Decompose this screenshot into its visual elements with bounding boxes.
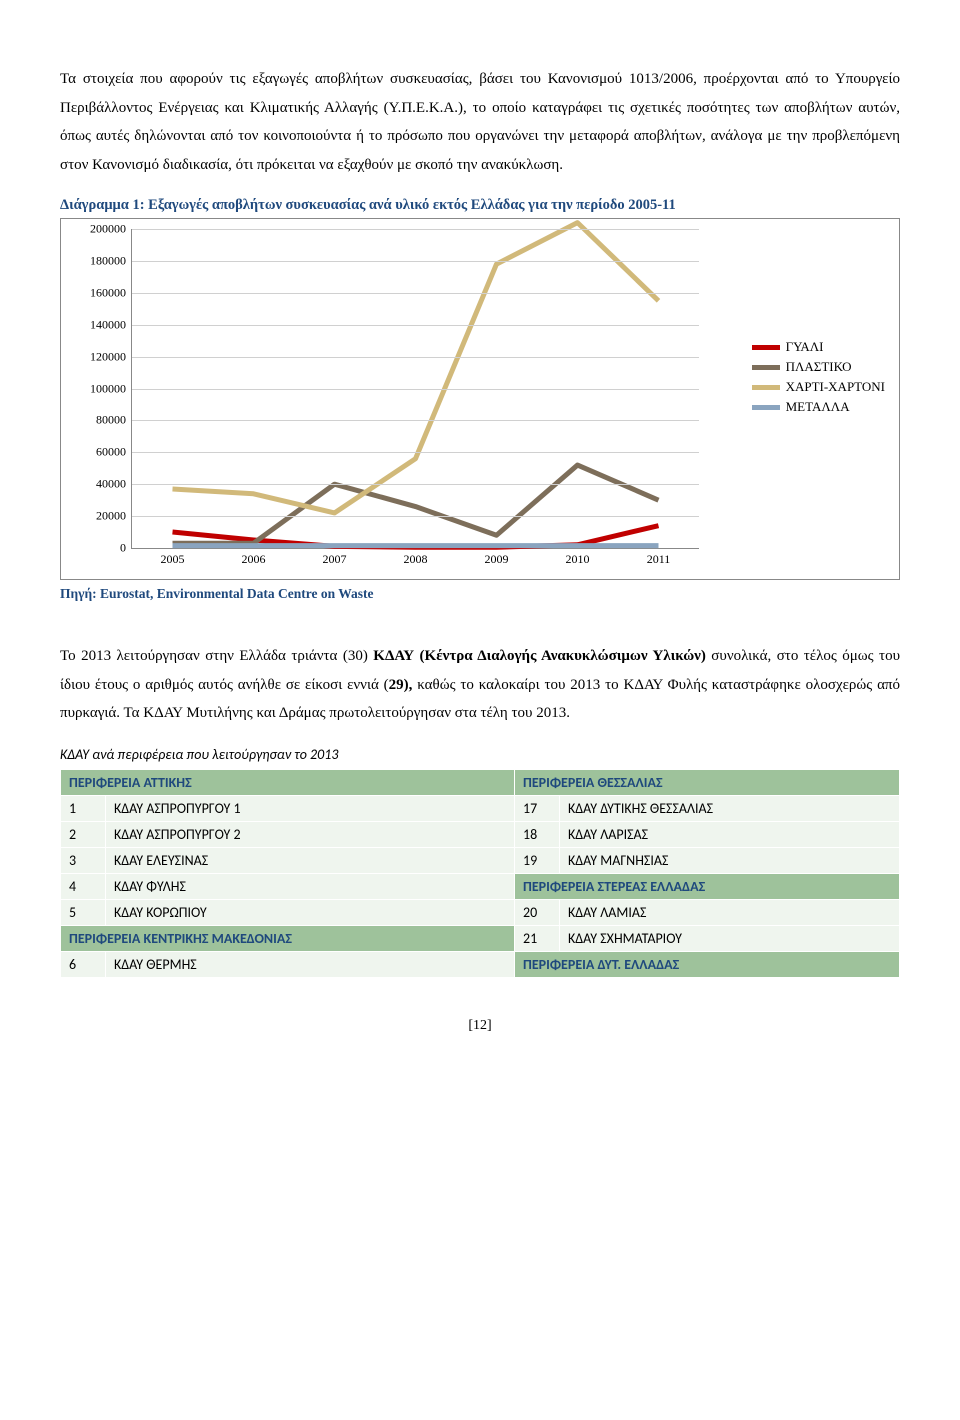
- legend-swatch: [752, 385, 780, 390]
- row-num: 18: [514, 821, 559, 847]
- y-tick-label: 100000: [90, 381, 132, 396]
- legend-label: ΧΑΡΤΙ-ΧΑΡΤΟΝΙ: [786, 379, 885, 395]
- row-num: 5: [61, 899, 106, 925]
- legend-label: ΠΛΑΣΤΙΚΟ: [786, 359, 852, 375]
- table-cell: ΚΔΑΥ ΕΛΕΥΣΙΝΑΣ: [106, 847, 515, 873]
- bold-text: 29),: [389, 677, 413, 693]
- row-num: 19: [514, 847, 559, 873]
- row-num: 17: [514, 795, 559, 821]
- x-tick-label: 2008: [404, 548, 428, 567]
- gridline: [132, 420, 699, 421]
- x-tick-label: 2011: [647, 548, 671, 567]
- table-cell: ΚΔΑΥ ΑΣΠΡΟΠΥΡΓΟΥ 1: [106, 795, 515, 821]
- legend-item: ΓΥΑΛΙ: [752, 339, 885, 355]
- table-cell: ΚΔΑΥ ΛΑΜΙΑΣ: [559, 899, 899, 925]
- chart-source: Πηγή: Eurostat, Environmental Data Centr…: [60, 586, 900, 602]
- body-paragraph: Το 2013 λειτούργησαν στην Ελλάδα τριάντα…: [60, 642, 900, 728]
- row-num: 21: [514, 925, 559, 951]
- table-cell: ΚΔΑΥ ΛΑΡΙΣΑΣ: [559, 821, 899, 847]
- row-num: 1: [61, 795, 106, 821]
- table-cell: ΚΔΑΥ ΜΑΓΝΗΣΙΑΣ: [559, 847, 899, 873]
- region-header: ΠΕΡΙΦΕΡΕΙΑ ΔΥΤ. ΕΛΛΑΔΑΣ: [514, 951, 899, 977]
- chart-title: Διάγραμμα 1: Εξαγωγές αποβλήτων συσκευασ…: [60, 197, 900, 214]
- gridline: [132, 452, 699, 453]
- y-tick-label: 40000: [96, 477, 132, 492]
- gridline: [132, 261, 699, 262]
- region-header: ΠΕΡΙΦΕΡΕΙΑ ΣΤΕΡΕΑΣ ΕΛΛΑΔΑΣ: [514, 873, 899, 899]
- chart-plot-area: 0200004000060000800001000001200001400001…: [131, 229, 699, 549]
- kday-table: ΠΕΡΙΦΕΡΕΙΑ ΑΤΤΙΚΗΣ ΠΕΡΙΦΕΡΕΙΑ ΘΕΣΣΑΛΙΑΣ …: [60, 769, 900, 978]
- x-tick-label: 2007: [323, 548, 347, 567]
- y-tick-label: 20000: [96, 509, 132, 524]
- table-cell: ΚΔΑΥ ΑΣΠΡΟΠΥΡΓΟΥ 2: [106, 821, 515, 847]
- region-header: ΠΕΡΙΦΕΡΕΙΑ ΘΕΣΣΑΛΙΑΣ: [514, 769, 899, 795]
- legend-swatch: [752, 405, 780, 410]
- y-tick-label: 140000: [90, 317, 132, 332]
- region-header: ΠΕΡΙΦΕΡΕΙΑ ΑΤΤΙΚΗΣ: [61, 769, 515, 795]
- page-number: [12]: [60, 1018, 900, 1034]
- y-tick-label: 200000: [90, 222, 132, 237]
- y-tick-label: 120000: [90, 349, 132, 364]
- y-tick-label: 160000: [90, 285, 132, 300]
- y-tick-label: 180000: [90, 253, 132, 268]
- x-tick-label: 2010: [566, 548, 590, 567]
- legend-item: ΠΛΑΣΤΙΚΟ: [752, 359, 885, 375]
- intro-paragraph: Τα στοιχεία που αφορούν τις εξαγωγές απο…: [60, 65, 900, 179]
- legend-item: ΧΑΡΤΙ-ΧΑΡΤΟΝΙ: [752, 379, 885, 395]
- table-cell: ΚΔΑΥ ΘΕΡΜΗΣ: [106, 951, 515, 977]
- row-num: 3: [61, 847, 106, 873]
- chart-legend: ΓΥΑΛΙ ΠΛΑΣΤΙΚΟ ΧΑΡΤΙ-ΧΑΡΤΟΝΙ ΜΕΤΑΛΛΑ: [752, 339, 885, 419]
- region-header: ΠΕΡΙΦΕΡΕΙΑ ΚΕΝΤΡΙΚΗΣ ΜΑΚΕΔΟΝΙΑΣ: [61, 925, 515, 951]
- gridline: [132, 229, 699, 230]
- gridline: [132, 293, 699, 294]
- x-tick-label: 2005: [161, 548, 185, 567]
- y-tick-label: 0: [120, 541, 132, 556]
- legend-swatch: [752, 365, 780, 370]
- row-num: 6: [61, 951, 106, 977]
- row-num: 20: [514, 899, 559, 925]
- table-cell: ΚΔΑΥ ΔΥΤΙΚΗΣ ΘΕΣΣΑΛΙΑΣ: [559, 795, 899, 821]
- series-line: [173, 465, 659, 543]
- y-tick-label: 80000: [96, 413, 132, 428]
- gridline: [132, 484, 699, 485]
- legend-label: ΓΥΑΛΙ: [786, 339, 824, 355]
- y-tick-label: 60000: [96, 445, 132, 460]
- gridline: [132, 389, 699, 390]
- legend-label: ΜΕΤΑΛΛΑ: [786, 399, 850, 415]
- gridline: [132, 516, 699, 517]
- legend-swatch: [752, 345, 780, 350]
- text: Το 2013 λειτούργησαν στην Ελλάδα τριάντα…: [60, 648, 373, 664]
- gridline: [132, 357, 699, 358]
- table-caption: ΚΔΑΥ ανά περιφέρεια που λειτούργησαν το …: [60, 746, 900, 763]
- x-tick-label: 2009: [485, 548, 509, 567]
- table-cell: ΚΔΑΥ ΦΥΛΗΣ: [106, 873, 515, 899]
- gridline: [132, 325, 699, 326]
- chart-container: 0 20000 40000 60000 80000 100000 120000 140000 1…: [60, 218, 900, 580]
- bold-text: ΚΔΑΥ (Κέντρα Διαλογής Ανακυκλώσιμων Υλικ…: [373, 648, 706, 664]
- row-num: 2: [61, 821, 106, 847]
- table-cell: ΚΔΑΥ ΣΧΗΜΑΤΑΡΙΟΥ: [559, 925, 899, 951]
- legend-item: ΜΕΤΑΛΛΑ: [752, 399, 885, 415]
- row-num: 4: [61, 873, 106, 899]
- x-tick-label: 2006: [242, 548, 266, 567]
- table-cell: ΚΔΑΥ ΚΟΡΩΠΙΟΥ: [106, 899, 515, 925]
